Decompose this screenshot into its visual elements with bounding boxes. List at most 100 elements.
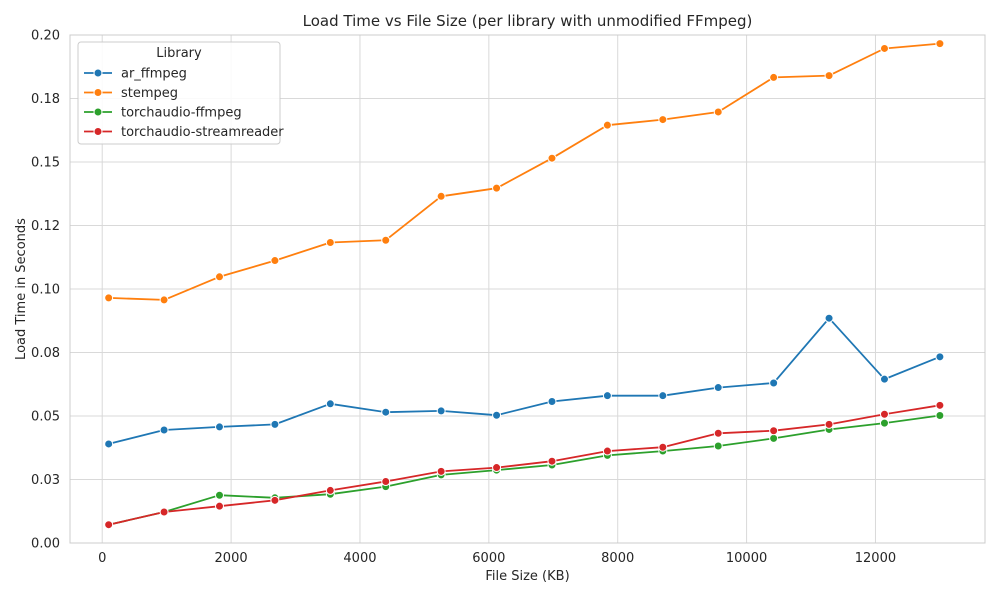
y-tick-label: 0.00 — [31, 537, 60, 552]
y-tick-label: 0.05 — [31, 410, 60, 425]
chart-title: Load Time vs File Size (per library with… — [303, 12, 753, 30]
data-point — [492, 463, 502, 473]
data-point — [602, 391, 612, 401]
plot-area-frame — [69, 34, 986, 544]
x-tick-label: 0 — [98, 551, 106, 566]
x-tick-label: 2000 — [215, 551, 248, 566]
legend-label: torchaudio-streamreader — [121, 125, 284, 140]
series-line — [108, 317, 941, 445]
legend-item: torchaudio-ffmpeg — [84, 106, 242, 121]
legend-title: Library — [156, 46, 202, 61]
data-point — [879, 374, 889, 384]
data-point — [935, 410, 945, 420]
data-point — [270, 495, 280, 505]
data-point — [436, 191, 446, 201]
data-point — [214, 422, 224, 432]
data-point — [824, 313, 834, 323]
data-point — [713, 441, 723, 451]
data-point — [492, 410, 502, 420]
data-point — [935, 39, 945, 49]
data-point — [214, 501, 224, 511]
data-point — [658, 115, 668, 125]
legend-label: ar_ffmpeg — [121, 67, 187, 82]
data-point — [325, 399, 335, 409]
axis-ticks: 0 2000 4000 6000 8000 10000 12000 0.00 0.03 0.05 0… — [31, 29, 896, 567]
data-point — [824, 419, 834, 429]
data-point — [159, 295, 169, 305]
series-stempeg — [104, 39, 945, 305]
y-axis-title: Load Time in Seconds — [14, 218, 29, 360]
data-point — [104, 439, 114, 449]
data-point — [381, 235, 391, 245]
legend-item: ar_ffmpeg — [84, 67, 187, 82]
data-point — [602, 446, 612, 456]
legend-box — [77, 41, 281, 145]
x-tick-label: 4000 — [343, 551, 376, 566]
x-tick-label: 12000 — [855, 551, 896, 566]
data-point — [492, 183, 502, 193]
data-point — [658, 391, 668, 401]
series-ar_ffmpeg — [104, 313, 945, 449]
data-point — [769, 433, 779, 443]
x-tick-label: 10000 — [726, 551, 767, 566]
data-point — [104, 520, 114, 530]
x-tick-label: 8000 — [601, 551, 634, 566]
data-point — [325, 238, 335, 248]
data-point — [658, 442, 668, 452]
legend-item: stempeg — [84, 86, 178, 101]
data-point — [879, 409, 889, 419]
data-point — [104, 293, 114, 303]
data-point — [769, 378, 779, 388]
data-point — [159, 507, 169, 517]
data-point — [436, 466, 446, 476]
x-axis-title: File Size (KB) — [485, 569, 569, 584]
data-point — [713, 428, 723, 438]
series-torchaudio-ffmpeg — [104, 410, 945, 530]
data-point — [879, 418, 889, 428]
data-point — [270, 256, 280, 266]
data-point — [935, 400, 945, 410]
y-tick-label: 0.18 — [31, 92, 60, 107]
legend-item: torchaudio-streamreader — [84, 125, 284, 140]
legend-label: torchaudio-ffmpeg — [121, 106, 242, 121]
series-line — [108, 404, 941, 526]
legend-swatch-marker — [93, 127, 103, 136]
data-point — [713, 107, 723, 117]
data-point — [547, 456, 557, 466]
legend-swatch-marker — [93, 107, 103, 117]
data-point — [547, 153, 557, 163]
series-torchaudio-streamreader — [104, 400, 945, 530]
data-point — [159, 425, 169, 435]
grid — [70, 34, 985, 544]
legend-swatch-marker — [93, 68, 103, 78]
data-point — [935, 352, 945, 362]
data-point — [214, 490, 224, 500]
data-point — [381, 477, 391, 487]
legend-label: stempeg — [121, 86, 178, 101]
y-tick-label: 0.08 — [31, 346, 60, 361]
series-line — [108, 414, 941, 526]
data-point — [325, 485, 335, 495]
y-tick-label: 0.10 — [31, 283, 60, 298]
data-point — [381, 407, 391, 417]
y-tick-label: 0.15 — [31, 156, 60, 171]
data-point — [436, 406, 446, 416]
data-point — [769, 426, 779, 436]
y-tick-label: 0.20 — [31, 29, 60, 44]
data-point — [824, 71, 834, 81]
series-line — [108, 42, 940, 301]
data-point — [713, 383, 723, 393]
data-point — [270, 419, 280, 429]
x-tick-label: 6000 — [472, 551, 505, 566]
legend-swatch-marker — [93, 88, 103, 97]
series-lines — [104, 39, 945, 530]
data-point — [547, 397, 557, 407]
data-point — [879, 43, 889, 53]
y-tick-label: 0.12 — [31, 219, 60, 234]
y-tick-label: 0.03 — [31, 473, 60, 488]
data-point — [769, 72, 779, 82]
data-point — [602, 120, 612, 130]
